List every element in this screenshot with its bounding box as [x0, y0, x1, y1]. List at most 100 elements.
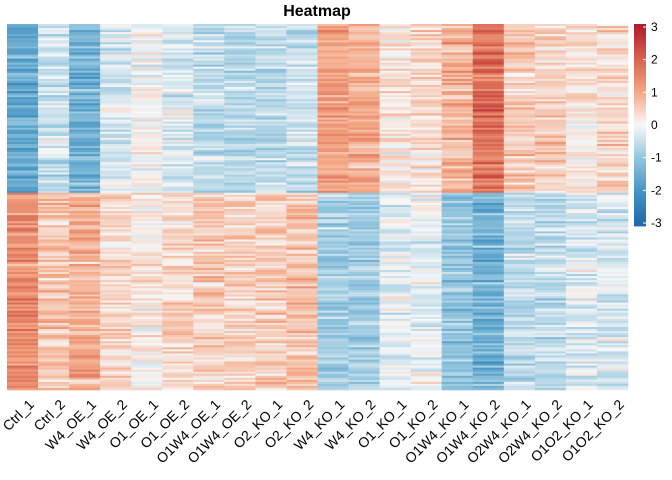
heatmap-cell — [193, 249, 225, 253]
heatmap-cell — [472, 113, 505, 116]
heatmap-cell — [317, 373, 349, 377]
heatmap-cell — [317, 265, 349, 269]
heatmap-cell — [255, 164, 287, 167]
heatmap-cell — [193, 24, 225, 27]
heatmap-cell — [131, 221, 163, 224]
heatmap-cell — [379, 243, 411, 246]
heatmap-cell — [503, 280, 536, 283]
heatmap-cell — [286, 290, 318, 293]
heatmap-cell — [255, 233, 287, 236]
heatmap-cell — [193, 278, 225, 281]
heatmap-cell — [596, 215, 629, 218]
heatmap-cell — [100, 298, 132, 301]
legend-swatch — [634, 135, 646, 139]
heatmap-cell — [503, 296, 536, 299]
heatmap-cell — [286, 361, 318, 364]
heatmap-cell — [38, 272, 70, 275]
heatmap-cell — [100, 204, 132, 208]
heatmap-cell — [255, 333, 287, 336]
heatmap-cell — [565, 32, 598, 35]
heatmap-cell — [224, 221, 256, 224]
heatmap-cell — [38, 38, 70, 41]
heatmap-cell — [255, 219, 287, 222]
heatmap-cell — [224, 52, 256, 55]
heatmap-cell — [255, 237, 287, 240]
heatmap-cell — [348, 146, 380, 149]
heatmap-cell — [69, 298, 101, 301]
heatmap-cell — [472, 308, 505, 311]
heatmap-cell — [348, 209, 380, 212]
heatmap-cell — [348, 211, 380, 214]
heatmap-cell — [162, 261, 194, 265]
heatmap-cell — [100, 241, 132, 244]
heatmap-cell — [193, 38, 225, 41]
legend-swatch — [634, 192, 646, 197]
heatmap-cell — [348, 383, 380, 387]
heatmap-cell — [410, 107, 442, 110]
heatmap-cell — [38, 302, 70, 305]
heatmap-cell — [224, 318, 256, 322]
heatmap-cell — [162, 95, 194, 98]
heatmap-cell — [100, 87, 132, 90]
heatmap-cell — [503, 270, 536, 273]
heatmap-cell — [255, 148, 287, 151]
heatmap-cell — [379, 265, 411, 269]
heatmap-cell — [348, 194, 380, 198]
heatmap-cell — [224, 111, 256, 114]
heatmap-cell — [69, 377, 101, 381]
heatmap-cell — [193, 377, 225, 381]
heatmap-cell — [534, 225, 567, 228]
heatmap-cell — [503, 82, 536, 86]
heatmap-cell — [410, 215, 442, 218]
heatmap-cell — [224, 68, 256, 72]
heatmap-cell — [100, 294, 132, 297]
heatmap-cell — [286, 308, 318, 311]
heatmap-cell — [131, 239, 163, 242]
heatmap-cell — [286, 62, 318, 65]
heatmap-cell — [224, 223, 256, 226]
heatmap-cell — [38, 198, 70, 202]
heatmap-cell — [255, 141, 287, 145]
heatmap-cell — [410, 302, 442, 305]
heatmap-cell — [255, 74, 287, 78]
heatmap-cell — [472, 38, 505, 41]
heatmap-cell — [565, 237, 598, 240]
heatmap-cell — [441, 259, 474, 263]
heatmap-cell — [38, 241, 70, 244]
heatmap-cell — [348, 270, 380, 273]
heatmap-cell — [7, 162, 39, 165]
heatmap-cell — [565, 371, 598, 375]
heatmap-cell — [503, 111, 536, 114]
heatmap-cell — [255, 70, 287, 74]
heatmap-cell — [348, 274, 380, 277]
heatmap-cell — [7, 324, 39, 328]
heatmap-cell — [131, 387, 163, 391]
heatmap-cell — [410, 316, 442, 320]
heatmap-cell — [193, 318, 225, 322]
heatmap-cell — [596, 91, 629, 94]
heatmap-cell — [472, 192, 505, 196]
heatmap-cell — [255, 265, 287, 269]
heatmap-cell — [69, 66, 101, 70]
heatmap-cell — [565, 70, 598, 74]
heatmap-cell — [131, 123, 163, 126]
heatmap-cell — [441, 74, 474, 78]
heatmap-cell — [224, 259, 256, 263]
heatmap-cell — [69, 308, 101, 311]
heatmap-cell — [410, 286, 442, 289]
heatmap-cell — [596, 308, 629, 311]
heatmap-cell — [503, 247, 536, 250]
heatmap-cell — [7, 172, 39, 175]
heatmap-cell — [255, 278, 287, 281]
heatmap-cell — [38, 192, 70, 196]
heatmap-cell — [348, 253, 380, 257]
heatmap-cell — [224, 235, 256, 238]
heatmap-cell — [503, 50, 536, 53]
heatmap-cell — [534, 113, 567, 116]
legend-swatch — [634, 71, 646, 75]
heatmap-cell — [348, 148, 380, 151]
heatmap-cell — [596, 223, 629, 226]
heatmap-cell — [379, 259, 411, 263]
heatmap-cell — [410, 209, 442, 212]
heatmap-cell — [472, 152, 505, 155]
